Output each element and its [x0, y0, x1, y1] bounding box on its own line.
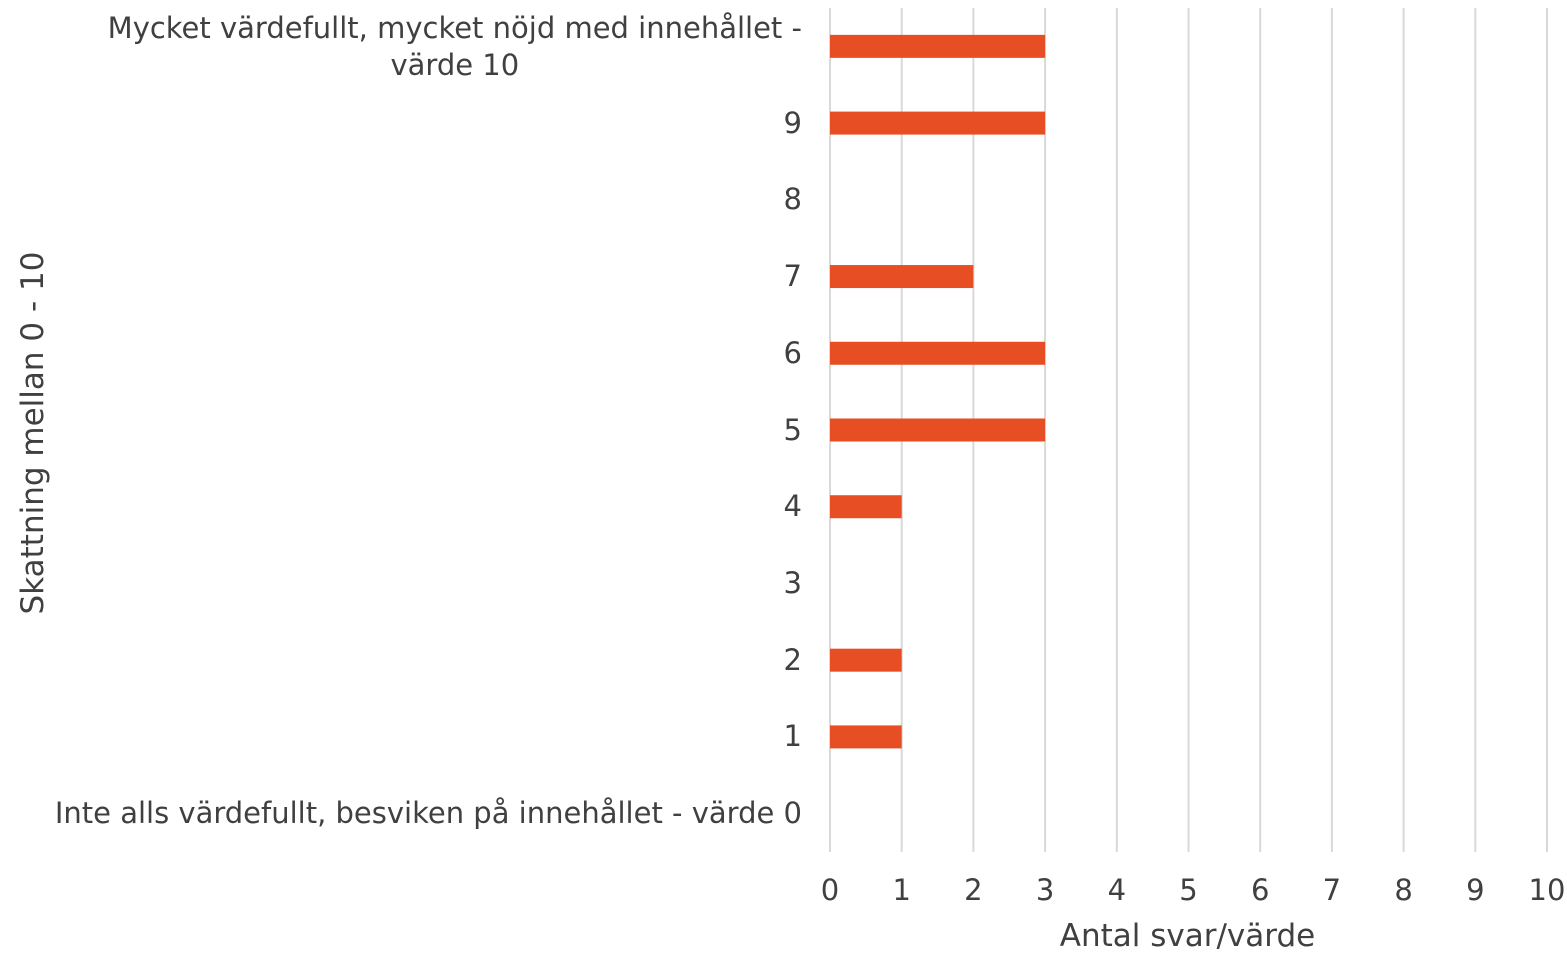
category-label-line: 9 — [784, 105, 802, 142]
category-label: 4 — [784, 488, 802, 525]
bar — [830, 342, 1045, 365]
bar — [830, 35, 1045, 58]
category-label-line: Inte alls värdefullt, besviken på innehå… — [55, 795, 802, 832]
y-axis-label: Skattning mellan 0 - 10 — [15, 252, 51, 615]
x-tick-label: 6 — [1240, 873, 1280, 907]
bar — [830, 495, 902, 518]
bar — [830, 419, 1045, 442]
category-label-line: värde 10 — [108, 47, 802, 84]
category-label: 9 — [784, 105, 802, 142]
category-label-line: Mycket värdefullt, mycket nöjd med inneh… — [108, 10, 802, 47]
x-tick-label: 5 — [1169, 873, 1209, 907]
category-label: Mycket värdefullt, mycket nöjd med inneh… — [108, 10, 802, 84]
category-label: 3 — [784, 565, 802, 602]
category-label: 5 — [784, 412, 802, 449]
category-label-line: 2 — [784, 642, 802, 679]
category-label-line: 7 — [784, 258, 802, 295]
category-label: Inte alls värdefullt, besviken på innehå… — [55, 795, 802, 832]
category-label-line: 8 — [784, 181, 802, 218]
x-tick-label: 8 — [1384, 873, 1424, 907]
category-label: 8 — [784, 181, 802, 218]
x-axis-label: Antal svar/värde — [829, 918, 1546, 954]
category-label: 2 — [784, 642, 802, 679]
bar — [830, 725, 902, 748]
category-label-line: 5 — [784, 412, 802, 449]
x-tick-label: 2 — [953, 873, 993, 907]
bar — [830, 265, 973, 288]
category-label-line: 4 — [784, 488, 802, 525]
category-label: 6 — [784, 335, 802, 372]
bar — [830, 649, 902, 672]
x-tick-label: 3 — [1025, 873, 1065, 907]
category-label-line: 1 — [784, 718, 802, 755]
category-label-line: 6 — [784, 335, 802, 372]
bar — [830, 112, 1045, 135]
category-label: 1 — [784, 718, 802, 755]
category-label: 7 — [784, 258, 802, 295]
x-tick-label: 4 — [1097, 873, 1137, 907]
x-tick-label: 10 — [1527, 873, 1567, 907]
x-tick-label: 0 — [810, 873, 850, 907]
x-tick-label: 1 — [882, 873, 922, 907]
x-tick-label: 9 — [1455, 873, 1495, 907]
x-tick-label: 7 — [1312, 873, 1352, 907]
category-label-line: 3 — [784, 565, 802, 602]
